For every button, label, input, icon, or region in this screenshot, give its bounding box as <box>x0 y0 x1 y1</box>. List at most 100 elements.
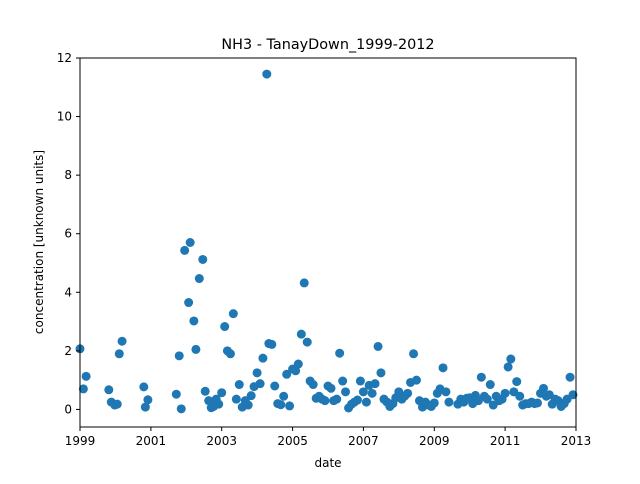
x-axis-ticks: 1999 2001 2003 2005 2007 2009 2011 2013 <box>65 427 592 448</box>
y-tick-label: 12 <box>57 51 72 65</box>
data-point <box>112 399 122 409</box>
data-point <box>296 329 306 339</box>
data-point <box>476 372 486 382</box>
data-point <box>403 388 413 398</box>
data-point <box>373 341 383 351</box>
y-tick-label: 4 <box>64 285 72 299</box>
x-tick-label: 2005 <box>277 434 308 448</box>
data-point <box>299 278 309 288</box>
data-point <box>438 363 448 373</box>
data-point <box>370 379 380 389</box>
data-point <box>429 398 439 408</box>
x-tick-label: 1999 <box>65 434 96 448</box>
y-tick-label: 2 <box>64 344 72 358</box>
data-point <box>411 375 421 385</box>
x-tick-label: 2009 <box>419 434 450 448</box>
data-point <box>335 348 345 358</box>
data-point <box>512 377 522 387</box>
data-point <box>234 380 244 390</box>
data-point <box>114 349 124 359</box>
plot-frame <box>79 57 577 428</box>
data-point <box>194 274 204 284</box>
data-point <box>143 395 153 405</box>
data-point <box>279 391 289 401</box>
data-point <box>214 399 224 409</box>
data-point <box>506 354 516 364</box>
data-point <box>326 383 336 393</box>
x-tick-label: 2001 <box>136 434 167 448</box>
data-point <box>276 400 286 410</box>
y-tick-label: 8 <box>64 168 72 182</box>
data-point <box>270 381 280 391</box>
data-point <box>225 349 235 359</box>
x-tick-label: 2013 <box>561 434 592 448</box>
data-point <box>568 390 578 400</box>
data-point <box>533 398 542 408</box>
y-tick-label: 6 <box>64 227 72 241</box>
data-point <box>176 404 186 414</box>
data-point <box>231 394 241 404</box>
data-point <box>293 359 303 369</box>
data-point <box>252 368 262 378</box>
data-point <box>376 368 386 378</box>
y-tick-label: 10 <box>57 110 72 124</box>
data-point <box>189 316 199 326</box>
data-point <box>262 69 272 79</box>
data-point <box>191 344 201 354</box>
data-point <box>441 387 451 397</box>
y-tick-label: 0 <box>64 402 72 416</box>
data-point <box>503 362 513 372</box>
data-point <box>104 385 114 395</box>
chart-title: NH3 - TanayDown_1999-2012 <box>221 37 434 53</box>
data-point <box>355 376 365 386</box>
data-point <box>338 376 348 386</box>
data-point <box>140 402 150 412</box>
data-point <box>185 238 195 247</box>
data-point <box>482 394 492 404</box>
data-point <box>500 388 510 398</box>
data-point <box>302 337 312 347</box>
data-point <box>267 339 277 349</box>
data-point <box>515 391 525 401</box>
data-point <box>258 353 268 363</box>
data-point <box>81 371 91 381</box>
data-point <box>246 391 256 401</box>
data-point <box>282 369 292 379</box>
data-point <box>204 396 214 406</box>
data-point <box>255 379 265 389</box>
data-point <box>539 383 549 393</box>
data-point <box>217 388 227 398</box>
data-point <box>184 298 194 308</box>
x-tick-label: 2011 <box>490 434 521 448</box>
data-point <box>409 349 419 359</box>
data-point <box>139 382 149 392</box>
data-point <box>171 389 181 399</box>
data-point <box>361 397 371 407</box>
data-point <box>565 372 575 382</box>
x-tick-label: 2003 <box>206 434 237 448</box>
data-point <box>117 336 127 346</box>
data-point <box>444 397 454 407</box>
x-tick-label: 2007 <box>348 434 379 448</box>
data-point <box>308 380 318 390</box>
data-point <box>352 395 362 405</box>
data-point <box>180 245 190 255</box>
data-point <box>243 400 253 410</box>
data-point <box>332 394 342 404</box>
data-point <box>358 387 368 397</box>
data-point <box>285 401 295 411</box>
y-axis-ticks: 0 2 4 6 8 10 12 <box>57 51 80 416</box>
data-point <box>228 309 238 319</box>
data-points <box>75 69 578 414</box>
data-point <box>78 384 88 394</box>
data-point <box>174 351 184 361</box>
data-point <box>291 366 301 376</box>
data-point <box>367 388 377 398</box>
data-point <box>485 380 495 390</box>
data-point <box>200 386 210 396</box>
y-axis-label: concentration [unknown units] <box>32 150 46 334</box>
data-point <box>220 322 230 332</box>
data-point <box>198 254 208 264</box>
